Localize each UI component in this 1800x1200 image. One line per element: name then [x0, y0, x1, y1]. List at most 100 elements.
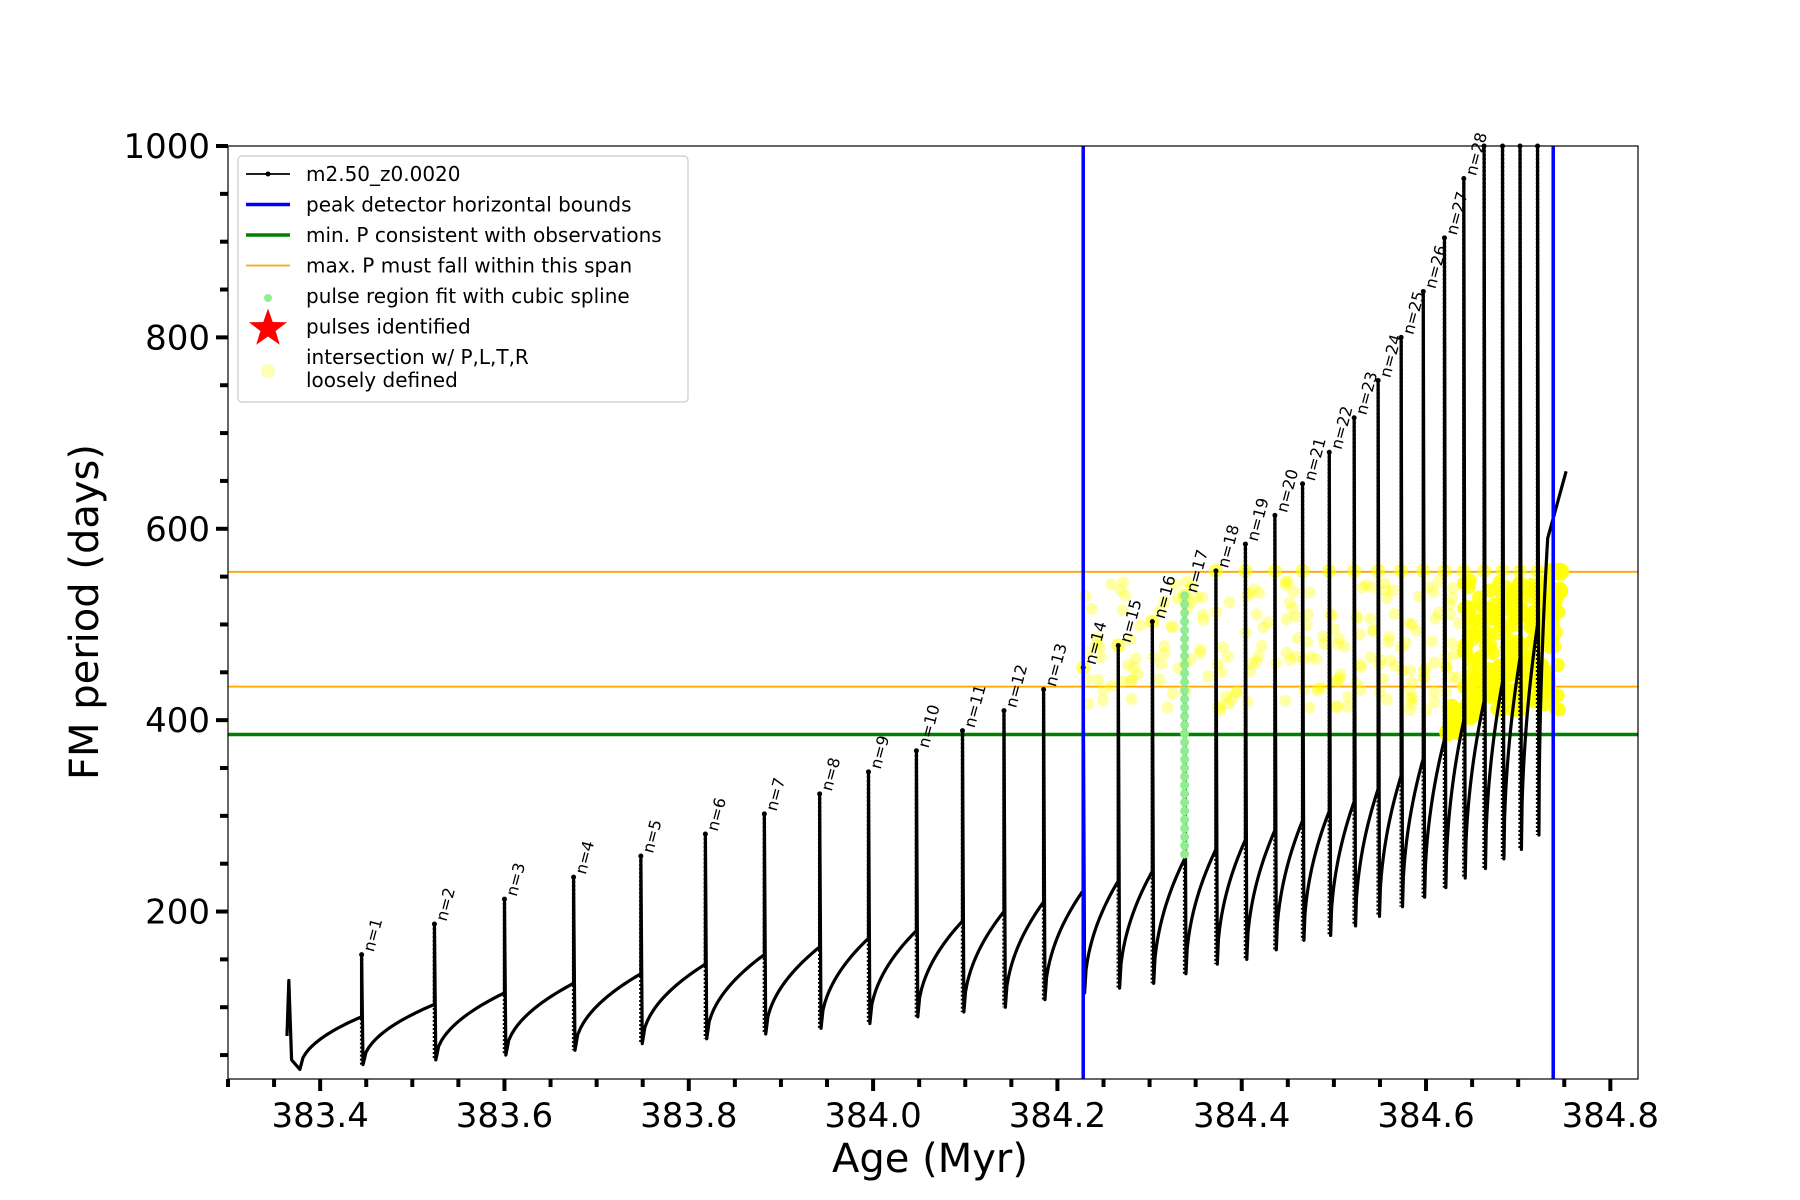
intersection-point — [1338, 640, 1351, 653]
legend-label: m2.50_z0.0020 — [306, 162, 461, 186]
intersection-point — [1333, 671, 1346, 684]
intersection-point — [1161, 701, 1174, 714]
intersection-point — [1318, 637, 1331, 650]
spline-point — [1180, 617, 1190, 627]
legend-label: intersection w/ P,L,T,R — [306, 345, 529, 369]
y-tick-label: 800 — [145, 318, 210, 358]
intersection-point — [1311, 684, 1324, 697]
intersection-point — [1153, 604, 1166, 617]
spline-point — [1180, 685, 1190, 695]
intersection-point — [1304, 650, 1317, 663]
intersection-point — [1330, 674, 1343, 687]
intersection-point — [1360, 579, 1373, 592]
intersection-point — [1231, 685, 1244, 698]
intersection-point — [1427, 585, 1440, 598]
intersection-point — [1262, 616, 1275, 629]
intersection-point — [1283, 596, 1296, 609]
y-axis-label: FM period (days) — [62, 444, 108, 780]
intersection-point — [1169, 578, 1182, 591]
legend-star-symbol — [249, 308, 287, 345]
intersection-point — [1197, 613, 1210, 626]
pulse-peak-marker — [1326, 449, 1332, 455]
intersection-point — [1202, 670, 1215, 683]
intersection-point — [1216, 641, 1229, 654]
intersection-point — [1079, 590, 1092, 603]
intersection-point — [1303, 701, 1316, 714]
intersection-point — [1301, 608, 1314, 621]
intersection-point — [1446, 591, 1459, 604]
spline-point — [1180, 789, 1190, 799]
intersection-point — [1091, 631, 1104, 644]
x-axis-label: Age (Myr) — [832, 1136, 1028, 1182]
intersection-point — [1122, 659, 1135, 672]
intersection-point — [1131, 668, 1144, 681]
spline-point — [1180, 754, 1190, 764]
intersection-point — [1256, 639, 1269, 652]
x-tick-label: 384.8 — [1562, 1096, 1659, 1136]
pulse-peak-marker — [501, 896, 507, 902]
pulse-peak-marker — [1351, 415, 1357, 421]
intersection-point — [1379, 584, 1392, 597]
pulse-peak-marker — [431, 921, 437, 927]
y-tick-label: 1000 — [123, 127, 210, 167]
spline-point — [1180, 815, 1190, 825]
pulse-peak-marker — [638, 853, 644, 859]
pulse-peak-marker — [1441, 235, 1447, 241]
intersection-point — [1364, 650, 1377, 663]
intersection-point — [1315, 681, 1328, 694]
intersection-point — [1153, 673, 1166, 686]
pulse-peak-marker — [1272, 512, 1278, 518]
legend-label: pulse region fit with cubic spline — [306, 284, 630, 308]
intersection-point — [1469, 671, 1484, 686]
x-tick-label: 383.4 — [271, 1096, 368, 1136]
intersection-point — [1303, 586, 1316, 599]
intersection-point — [1222, 697, 1235, 710]
spline-point — [1180, 660, 1190, 670]
intersection-point — [1389, 659, 1402, 672]
intersection-point — [1250, 655, 1263, 668]
intersection-point — [1432, 575, 1445, 588]
spline-point — [1180, 711, 1190, 721]
intersection-point — [1406, 691, 1419, 704]
intersection-point — [1405, 697, 1418, 710]
intersection-point — [1366, 623, 1379, 636]
intersection-point — [1405, 676, 1418, 689]
intersection-point — [1341, 700, 1354, 713]
intersection-point — [1426, 635, 1439, 648]
intersection-point — [1225, 693, 1238, 706]
spline-point — [1180, 625, 1190, 635]
spline-point — [1180, 841, 1190, 851]
intersection-point — [1384, 654, 1397, 667]
intersection-point — [1380, 693, 1393, 706]
intersection-point — [1246, 657, 1259, 670]
intersection-point — [1354, 683, 1367, 696]
spline-point — [1180, 651, 1190, 661]
pulse-peak-marker — [1375, 377, 1381, 383]
spline-point — [1180, 746, 1190, 756]
intersection-point — [1483, 673, 1502, 692]
spline-point — [1180, 694, 1190, 704]
intersection-point — [1310, 653, 1323, 666]
intersection-point — [1428, 685, 1441, 698]
intersection-point — [1284, 653, 1297, 666]
intersection-point — [1090, 638, 1103, 651]
intersection-point — [1403, 704, 1416, 717]
pulse-peak-marker — [1300, 481, 1306, 487]
spline-point — [1180, 703, 1190, 713]
intersection-point — [1158, 640, 1171, 653]
intersection-point — [1287, 585, 1300, 598]
intersection-point — [1114, 584, 1127, 597]
intersection-point — [1404, 664, 1417, 677]
spline-point — [1180, 729, 1190, 739]
intersection-point — [1082, 698, 1095, 711]
pulse-peak-marker — [1242, 541, 1248, 547]
intersection-point — [1119, 589, 1132, 602]
intersection-point — [1364, 612, 1377, 625]
intersection-point — [1382, 635, 1395, 648]
intersection-point — [1155, 658, 1168, 671]
intersection-point — [1280, 613, 1293, 626]
spline-point — [1180, 720, 1190, 730]
x-tick-label: 383.6 — [456, 1096, 553, 1136]
